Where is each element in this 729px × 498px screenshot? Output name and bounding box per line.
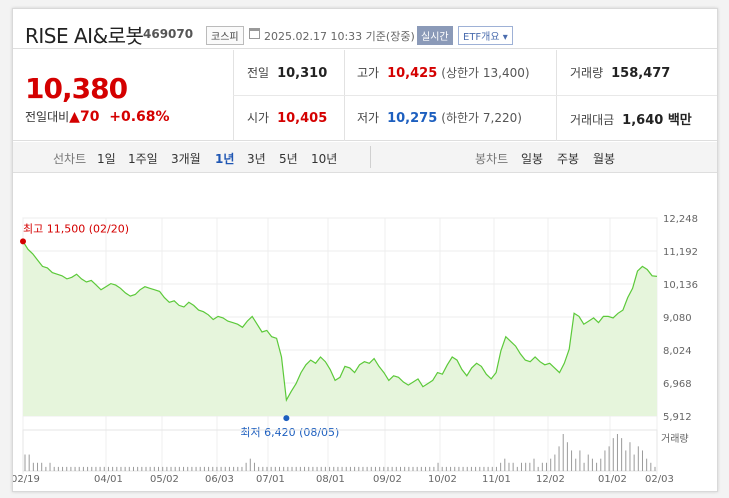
period-daily[interactable]: 일봉 [521,152,544,166]
price-line [22,241,658,403]
period-weekly[interactable]: 주봉 [557,152,580,166]
y-tick-label: 6,968 [663,379,692,390]
line-chart-label: 선차트 [53,152,87,166]
etf-name: RISE AI&로봇 [25,24,144,48]
divider [233,95,717,96]
current-price: 10,380 [25,72,128,105]
stock-panel: RISE AI&로봇 469070 코스피 2025.02.17 10:33 기… [12,8,718,492]
etf-info-button[interactable]: ETF개요 ▾ [458,26,513,45]
volume-label: 거래량 [661,433,689,445]
x-tick-label: 01/02 [598,474,627,485]
period-3y[interactable]: 3년 [247,152,266,166]
stat-open: 시가 10,405 [247,111,328,126]
candle-chart-label: 봉차트 [475,152,509,166]
period-1w[interactable]: 1주일 [128,152,158,166]
period-1d[interactable]: 1일 [97,152,116,166]
x-tick-label: 05/02 [150,474,179,485]
x-tick-label: 02/19 [13,474,40,485]
realtime-button[interactable]: 실시간 [417,26,453,45]
period-monthly[interactable]: 월봉 [593,152,616,166]
period-10y[interactable]: 10년 [311,152,338,166]
quote-datetime: 2025.02.17 10:33 기준(장중) [264,30,415,43]
x-tick-label: 08/01 [316,474,345,485]
price-summary: 10,380 전일대비▲70 +0.68% 전일 10,310 시가 10,405 … [13,50,717,141]
y-tick-label: 10,136 [663,280,698,291]
volume-area [22,429,658,472]
y-tick-label: 9,080 [663,313,692,324]
etf-code: 469070 [143,27,194,41]
period-3m[interactable]: 3개월 [171,152,201,166]
stat-prev-close: 전일 10,310 [247,66,328,81]
stat-volume: 거래량 158,477 [570,66,671,81]
stat-high: 고가 10,425 (상한가 13,400) [357,66,530,81]
y-tick-label: 12,248 [663,214,698,225]
max-marker [20,238,26,245]
max-annotation: 최고 11,500 (02/20) [23,222,129,235]
x-tick-label: 07/01 [256,474,285,485]
min-marker [283,415,290,422]
x-tick-label: 09/02 [373,474,402,485]
divider [370,146,371,168]
x-tick-label: 11/01 [482,474,511,485]
up-arrow-icon: ▲ [69,109,80,125]
period-selector: 선차트 1일 1주일 3개월 1년 3년 5년 10년 봉차트 일봉 주봉 월봉 [13,142,717,173]
x-tick-label: 06/03 [205,474,234,485]
y-tick-label: 5,912 [663,412,692,423]
change-rate: +0.68% [109,109,170,125]
x-tick-label: 02/03 [645,474,674,485]
y-tick-label: 11,192 [663,247,698,258]
price-change: 전일대비▲70 +0.68% [25,108,170,125]
price-area [23,241,657,416]
stock-header: RISE AI&로봇 469070 코스피 2025.02.17 10:33 기… [13,9,717,49]
price-chart[interactable]: 12,248 11,192 10,136 9,080 8,024 6,968 5,912 02… [13,174,718,492]
y-tick-label: 8,024 [663,346,692,357]
change-label: 전일대비 [25,110,70,124]
calendar-icon [249,28,260,39]
stat-amount: 거래대금 1,640 백만 [570,113,692,128]
stat-low: 저가 10,275 (하한가 7,220) [357,111,522,126]
market-badge: 코스피 [206,26,244,45]
period-1y[interactable]: 1년 [215,152,235,166]
x-tick-label: 12/02 [536,474,565,485]
min-annotation: 최저 6,420 (08/05) [240,426,339,439]
period-5y[interactable]: 5년 [279,152,298,166]
x-tick-label: 10/02 [428,474,457,485]
x-tick-label: 04/01 [94,474,123,485]
change-value: 70 [79,109,100,125]
